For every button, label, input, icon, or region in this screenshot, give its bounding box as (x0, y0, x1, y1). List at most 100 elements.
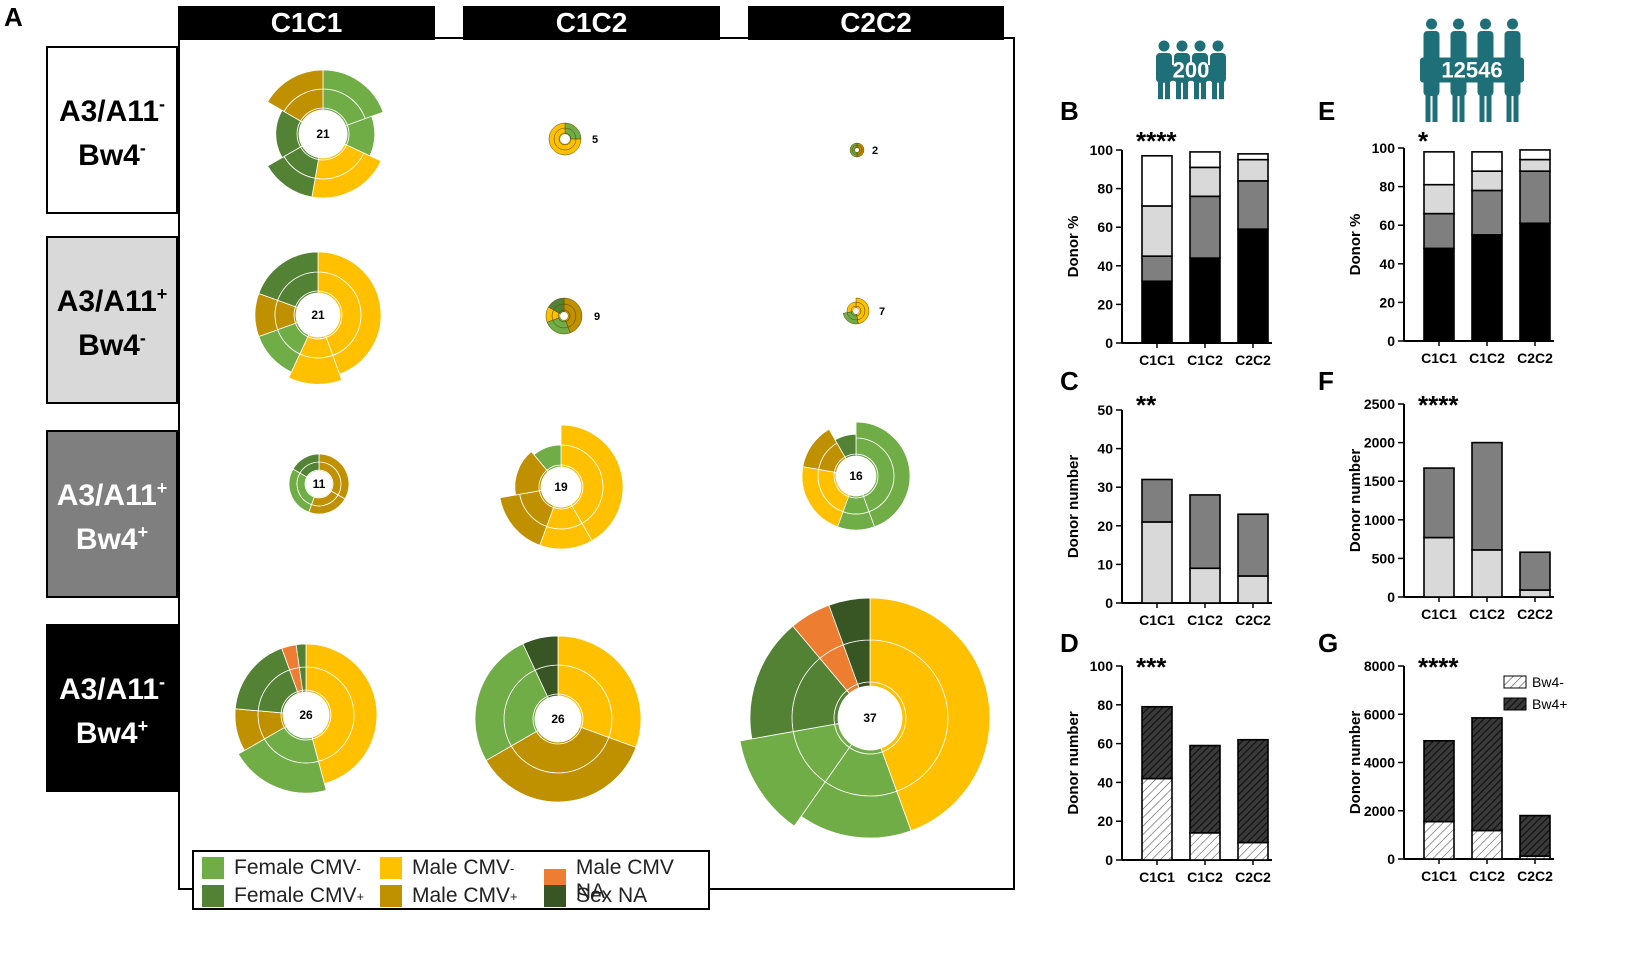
count-band (1420, 57, 1524, 83)
bar-segment (1519, 551, 1551, 591)
sunburst-sector (305, 643, 378, 785)
bar-segment (1519, 170, 1551, 225)
sunburst-count-label: 16 (849, 469, 863, 483)
row-label-line2: Bw4+ (75, 522, 149, 556)
bar-segment (1423, 739, 1455, 823)
person-head-icon (1453, 36, 1464, 48)
column-header-c1c2: C1C2 (463, 6, 720, 40)
row-label-line1: A3/A11+ (56, 284, 168, 318)
person-leg-icon (1506, 90, 1512, 122)
y-tick-label: 60 (1097, 736, 1113, 752)
bar-segment (1141, 205, 1173, 257)
row-label-line1: A3/A11+ (56, 478, 168, 512)
people-group-icon-12546: 12546 (1420, 18, 1524, 122)
sunburst-sector (548, 297, 565, 311)
sunburst-center (853, 308, 859, 314)
person-head-icon (1176, 40, 1188, 52)
person-leg-icon (1212, 79, 1217, 100)
legend-item: Male CMV - (380, 856, 514, 880)
bar-segment (1471, 189, 1503, 236)
sunburst-r4-c1: 26 (234, 643, 378, 794)
x-tick-label: C1C1 (1139, 352, 1175, 368)
person-head-icon (1480, 36, 1491, 48)
sunburst-center (306, 471, 332, 497)
bar-segment (1471, 441, 1503, 551)
chart-f: F **** 0 500 1000 1500 2000 2500 Donor number C1C… (1318, 366, 1554, 622)
y-axis-label: Donor % (1065, 216, 1082, 278)
donor-count-label: 12546 (1441, 57, 1502, 82)
significance-stars: ** (1136, 390, 1157, 420)
sunburst-sector (522, 635, 559, 671)
row-label-line2: Bw4- (78, 138, 146, 172)
legend-swatch (544, 885, 566, 907)
sunburst-r3-c3: 16 (801, 421, 911, 531)
significance-stars: *** (1136, 652, 1167, 682)
legend-item: Male CMV + (380, 884, 518, 908)
sunburst-sector (802, 428, 838, 470)
x-tick-label: C1C1 (1139, 869, 1175, 885)
sunburst-sector (237, 738, 327, 794)
sunburst-center (283, 692, 329, 738)
sunburst-sector (849, 142, 858, 158)
panel-letter-d: D (1060, 628, 1079, 658)
sunburst-sector (842, 312, 859, 325)
column-header-c1c1: C1C1 (178, 6, 435, 40)
person-head-icon (1426, 18, 1437, 30)
y-axis-label: Donor number (1065, 455, 1082, 558)
panel-letter-b: B (1060, 96, 1079, 126)
sunburst-count-label: 2 (872, 145, 878, 157)
legend-label: Bw4- (1532, 674, 1564, 690)
person-leg-icon (1158, 79, 1163, 100)
bar-segment (1519, 158, 1551, 172)
row-label-2: A3/A11+ Bw4- (46, 236, 178, 404)
person-head-icon (1453, 18, 1464, 30)
sunburst-count-label: 11 (313, 477, 326, 491)
y-tick-label: 0 (1387, 851, 1395, 867)
sunburst-sector (739, 731, 826, 827)
sunburst-count-label: 37 (863, 711, 877, 725)
bar-segment (1423, 536, 1455, 598)
bar-segment (1423, 151, 1455, 186)
panel-letter-a: A (4, 2, 23, 32)
panel-letter-e: E (1318, 96, 1335, 126)
legend-swatch (380, 885, 402, 907)
sunburst-sector (322, 69, 384, 120)
sunburst-grid-frame: 21 5 2 21 9 7 11 19 16 26 26 37 (178, 37, 1015, 890)
row-label-3: A3/A11+ Bw4+ (46, 430, 178, 598)
bar-segment (1237, 513, 1269, 577)
bar-segment (1141, 280, 1173, 344)
bar-segment (1237, 228, 1269, 344)
y-tick-label: 2000 (1364, 435, 1395, 451)
y-tick-label: 4000 (1364, 755, 1395, 771)
y-axis-label: Donor % (1347, 214, 1364, 276)
sunburst-center (560, 134, 570, 144)
person-head-icon (1507, 36, 1518, 48)
y-tick-label: 2500 (1364, 396, 1395, 412)
legend-item: Sex NA (544, 884, 647, 908)
y-tick-label: 0 (1105, 335, 1113, 351)
sunburst-r1-c3: 2 (849, 142, 878, 158)
bar-segment (1423, 820, 1455, 860)
y-tick-label: 500 (1372, 550, 1396, 566)
bar-segment (1471, 829, 1503, 860)
y-tick-label: 20 (1097, 296, 1113, 312)
legend-swatch (380, 857, 402, 879)
person-head-icon (1158, 40, 1170, 52)
bar-segment (1237, 738, 1269, 844)
sunburst-r2-c3: 7 (842, 297, 885, 325)
x-tick-label: C1C2 (1469, 606, 1505, 622)
y-tick-label: 2000 (1364, 803, 1395, 819)
bar-segment (1519, 149, 1551, 161)
x-tick-label: C1C2 (1469, 350, 1505, 366)
person-leg-icon (1201, 79, 1206, 100)
y-tick-label: 6000 (1364, 706, 1395, 722)
bar-segment (1189, 567, 1221, 604)
legend-item: Female CMV + (202, 884, 364, 908)
sunburst-r4-c3: 37 (739, 597, 991, 839)
person-leg-icon (1486, 90, 1492, 122)
bar-segment (1189, 195, 1221, 259)
bar-segment (1237, 158, 1269, 182)
sunburst-sector (292, 453, 320, 474)
y-tick-label: 80 (1379, 179, 1395, 195)
bar-segment (1471, 549, 1503, 598)
